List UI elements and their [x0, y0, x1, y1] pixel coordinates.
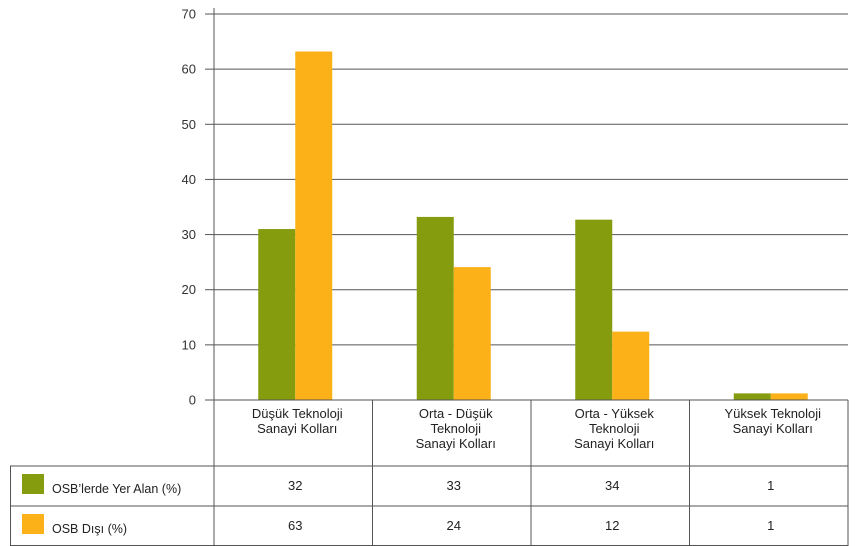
category-label-line: Sanayi Kolları	[257, 421, 337, 436]
category-label-line: Sanayi Kolları	[416, 436, 496, 451]
category-label-line: Orta - Yüksek	[575, 406, 655, 421]
table-cell-1-3: 1	[767, 518, 774, 533]
legend-label-1: OSB Dışı (%)	[52, 522, 127, 536]
category-label-line: Orta - Düşük	[419, 406, 493, 421]
bar-osb-disi-3	[770, 393, 808, 400]
category-label-line: Sanayi Kolları	[574, 436, 654, 451]
bar-osb-disi-2	[612, 331, 650, 400]
y-tick-label: 50	[182, 117, 196, 132]
category-label-3: Yüksek Teknoloji Sanayi Kolları	[724, 406, 821, 436]
y-tick-label: 20	[182, 282, 196, 297]
y-tick-label: 10	[182, 337, 196, 352]
table-cell-1-2: 12	[605, 518, 619, 533]
legend-swatch-0	[22, 474, 44, 494]
category-label-line: Yüksek Teknoloji	[724, 406, 821, 421]
bar-osb-2	[575, 219, 613, 400]
legend-swatch-1	[22, 514, 44, 534]
category-label-2: Orta - Yüksek Teknoloji Sanayi Kolları	[574, 406, 654, 451]
legend-label-0: OSB’lerde Yer Alan (%)	[52, 482, 181, 496]
y-tick-label: 40	[182, 172, 196, 187]
y-tick-label: 30	[182, 227, 196, 242]
bar-osb-0	[258, 229, 296, 400]
table-cell-0-1: 33	[447, 478, 461, 493]
bar-osb-disi-1	[453, 267, 491, 400]
table-cell-0-3: 1	[767, 478, 774, 493]
table-cell-1-0: 63	[288, 518, 302, 533]
table-cell-0-0: 32	[288, 478, 302, 493]
category-label-0: Düşük Teknoloji Sanayi Kolları	[252, 406, 343, 436]
category-label-line: Teknoloji	[430, 421, 481, 436]
category-label-line: Sanayi Kolları	[733, 421, 813, 436]
category-label-line: Teknoloji	[589, 421, 640, 436]
category-label-line: Düşük Teknoloji	[252, 406, 343, 421]
bar-osb-disi-0	[295, 51, 333, 401]
bar-osb-3	[733, 393, 771, 400]
table-cell-0-2: 34	[605, 478, 619, 493]
y-tick-label: 70	[182, 7, 196, 22]
y-tick-label: 0	[189, 393, 196, 408]
y-tick-label: 60	[182, 62, 196, 77]
category-label-1: Orta - Düşük Teknoloji Sanayi Kolları	[416, 406, 496, 451]
table-cell-1-1: 24	[447, 518, 461, 533]
bar-osb-1	[416, 216, 454, 400]
